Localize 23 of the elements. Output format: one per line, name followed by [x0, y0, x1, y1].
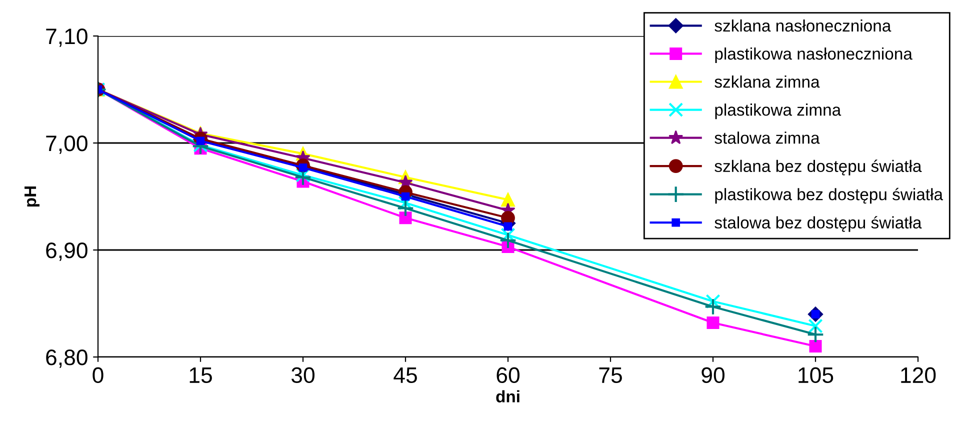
y-tick-label: 6,90 — [46, 242, 88, 261]
x-tick-label: 60 — [496, 367, 520, 384]
legend-label: plastikowa bez dostępu światła — [715, 188, 944, 204]
legend-label: plastikowa nasłoneczniona — [715, 47, 912, 64]
x-tick-label: 105 — [798, 367, 834, 384]
x-tick-label: 45 — [394, 368, 417, 384]
legend-label: stalowa bez dostępu światła — [714, 216, 922, 232]
y-tick-label: 7,00 — [46, 136, 88, 154]
legend-label: stalowa zimna — [714, 132, 820, 144]
x-axis-title: dni — [496, 390, 520, 402]
y-axis-title: pH — [24, 186, 40, 207]
x-tick-label: 30 — [291, 367, 314, 384]
legend-label: szklana nasłoneczniona — [714, 19, 892, 32]
y-tick-label: 6,80 — [46, 350, 88, 368]
x-tick-label: 120 — [901, 367, 936, 384]
legend-label: plastikowa zimna — [715, 104, 842, 120]
y-tick-label: 7,10 — [46, 28, 88, 47]
x-tick-label: 75 — [599, 368, 622, 384]
x-tick-label: 0 — [92, 367, 104, 384]
x-tick-label: 15 — [190, 368, 212, 384]
legend-label: szklana bez dostępu światła — [714, 160, 922, 176]
legend-label: szklana zimna — [714, 76, 820, 88]
x-tick-label: 90 — [702, 367, 724, 384]
